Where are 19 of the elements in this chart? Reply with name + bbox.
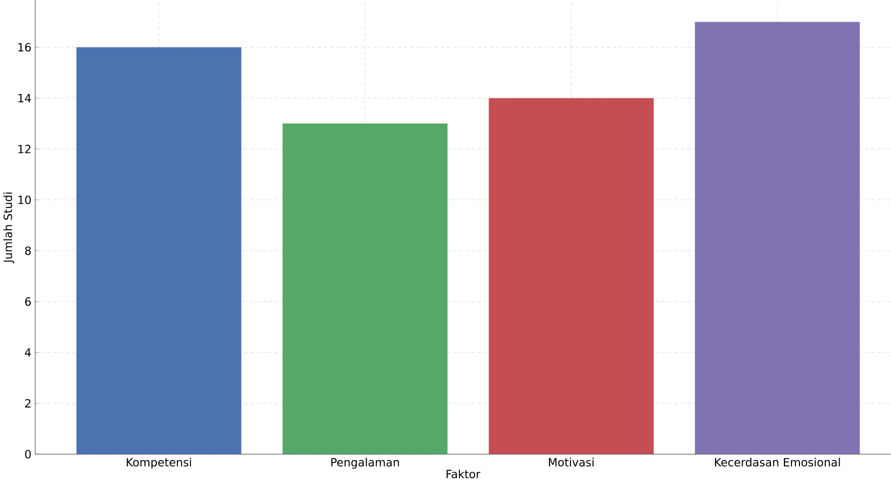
- y-tick-label: 6: [25, 297, 31, 306]
- y-tick-label: 12: [18, 144, 30, 154]
- x-tick-label: Kompetensi: [126, 458, 191, 469]
- y-tick-label: 2: [25, 399, 30, 408]
- y-tick-label: 14: [18, 94, 31, 102]
- bar: [488, 98, 654, 454]
- y-tick-label: 4: [24, 348, 31, 357]
- x-tick-label: Kecerdasan Emosional: [715, 458, 840, 467]
- y-tick-label: 10: [18, 196, 31, 204]
- y-axis-title: Jumlah Studi: [3, 192, 14, 264]
- y-tick-label: 0: [25, 450, 31, 459]
- x-tick-label: Motivasi: [548, 458, 594, 467]
- y-tick-label: 16: [18, 43, 31, 52]
- y-tick-label: 8: [25, 246, 31, 256]
- x-axis-title: Faktor: [446, 470, 480, 478]
- x-tick-label: Pengalaman: [331, 458, 399, 469]
- bar: [76, 47, 242, 454]
- bar: [282, 124, 448, 454]
- bar: [694, 22, 860, 454]
